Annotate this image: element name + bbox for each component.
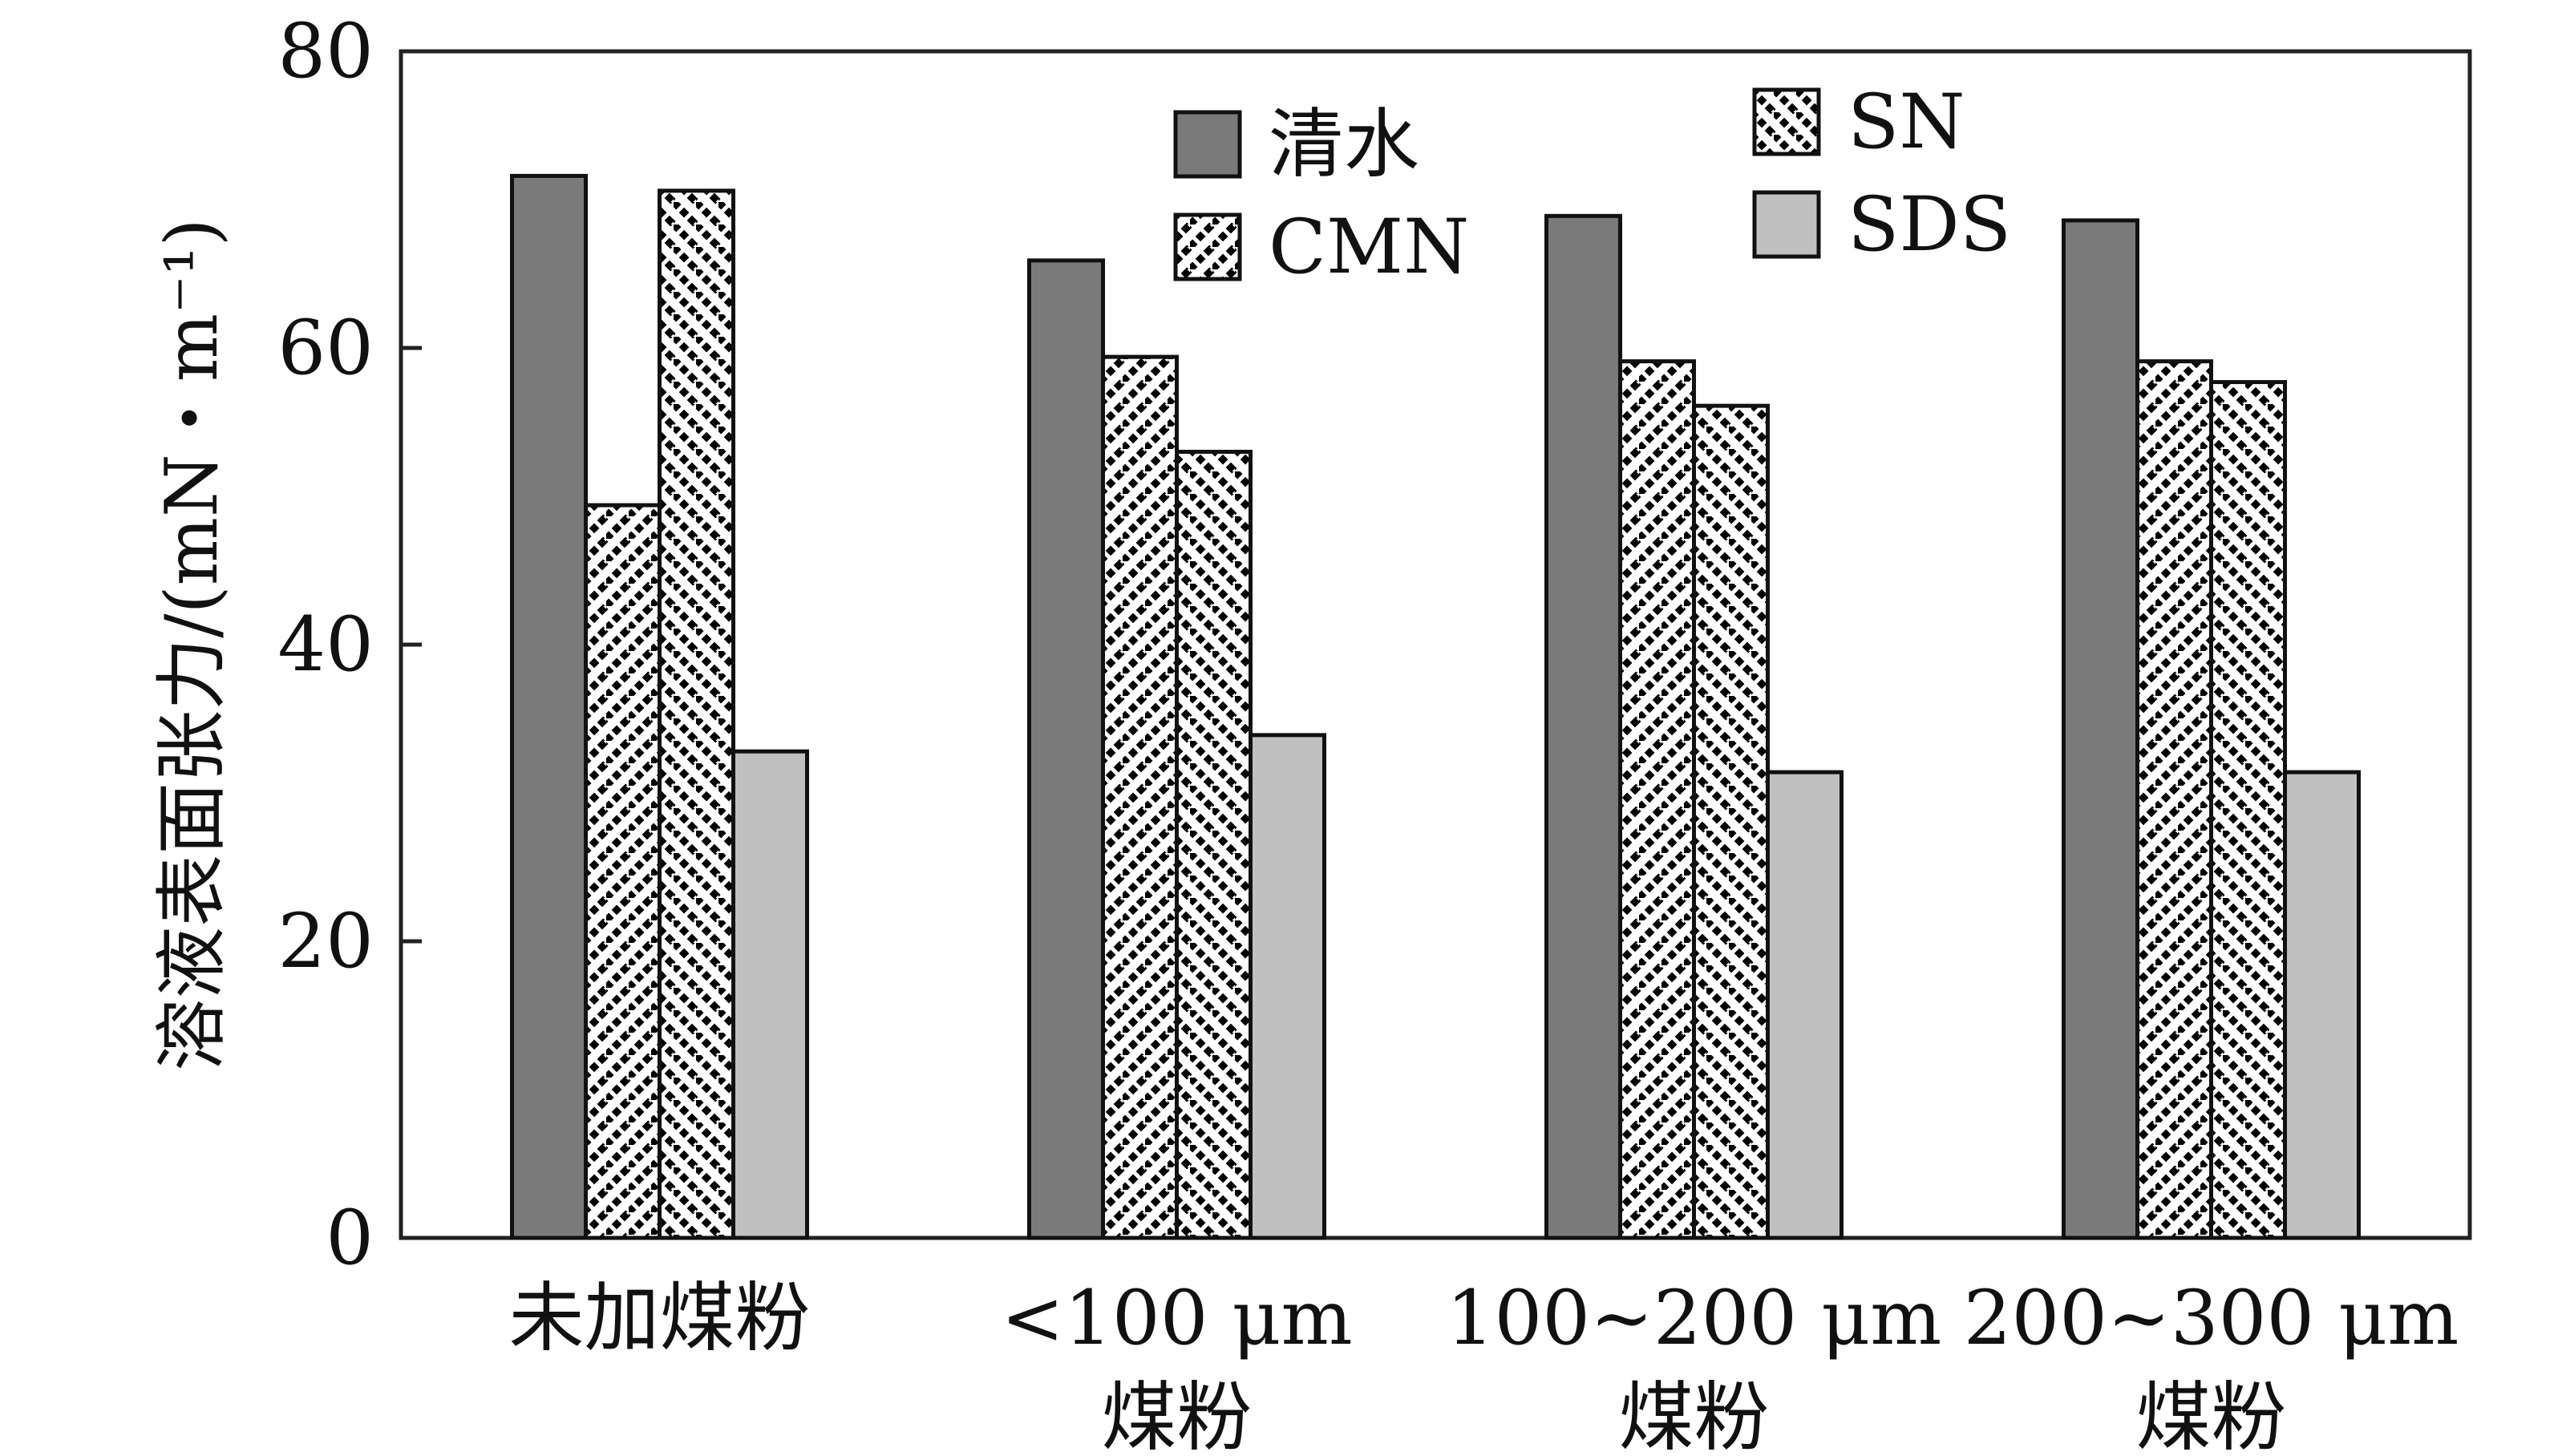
bar-SN-0 xyxy=(658,188,735,1240)
bar-清水-1 xyxy=(1027,258,1105,1240)
x-category-label: 煤粉 xyxy=(2135,1374,2286,1456)
legend-label: SN xyxy=(1848,79,1965,166)
bar-清水-3 xyxy=(2062,218,2139,1240)
legend-swatch-SN xyxy=(1752,87,1821,156)
x-axis-category-labels: 未加煤粉 <100 μm 煤粉 100~200 μm 煤粉 200~300 μm 煤粉 xyxy=(508,1275,2459,1456)
bar-CMN-3 xyxy=(2135,359,2213,1240)
legend-swatch-CMN xyxy=(1173,212,1242,281)
y-axis-title: 溶液表面张力/(mN・m⁻¹) xyxy=(150,218,234,1071)
y-tick-label: 0 xyxy=(326,1195,374,1282)
legend-label: 清水 xyxy=(1269,101,1419,188)
x-category-label: 未加煤粉 xyxy=(508,1275,810,1362)
y-tick-label: 40 xyxy=(277,601,374,689)
bar-SN-2 xyxy=(1692,403,1770,1240)
bar-SDS-3 xyxy=(2283,770,2361,1240)
bar-CMN-1 xyxy=(1101,354,1179,1240)
bar-清水-2 xyxy=(1544,213,1622,1240)
x-category-label: 煤粉 xyxy=(1101,1374,1252,1456)
y-axis-ticks xyxy=(401,49,422,1240)
legend-label: SDS xyxy=(1848,181,2011,269)
legend-swatch-清水 xyxy=(1173,110,1242,179)
bar-SDS-1 xyxy=(1249,733,1326,1240)
bar-CMN-2 xyxy=(1618,359,1696,1240)
bars xyxy=(510,173,2361,1240)
x-category-label: 100~200 μm xyxy=(1447,1275,1942,1362)
y-tick-label: 20 xyxy=(277,898,374,985)
bar-清水-0 xyxy=(510,173,588,1240)
bar-SN-3 xyxy=(2209,380,2287,1240)
y-axis-tick-labels: 0 20 40 60 80 xyxy=(277,8,374,1282)
x-category-label: 200~300 μm xyxy=(1964,1275,2459,1362)
legend-label: CMN xyxy=(1269,204,1469,291)
bar-CMN-0 xyxy=(584,503,662,1240)
bar-SDS-2 xyxy=(1766,770,1844,1240)
x-category-label: <100 μm xyxy=(1001,1275,1352,1362)
legend: 清水 CMN SN SDS xyxy=(1173,79,2011,291)
bar-SN-1 xyxy=(1175,450,1253,1240)
legend-swatch-SDS xyxy=(1752,190,1821,259)
y-tick-label: 80 xyxy=(277,8,374,95)
y-tick-label: 60 xyxy=(277,305,374,392)
x-category-label: 煤粉 xyxy=(1618,1374,1769,1456)
bar-SDS-0 xyxy=(731,749,809,1240)
